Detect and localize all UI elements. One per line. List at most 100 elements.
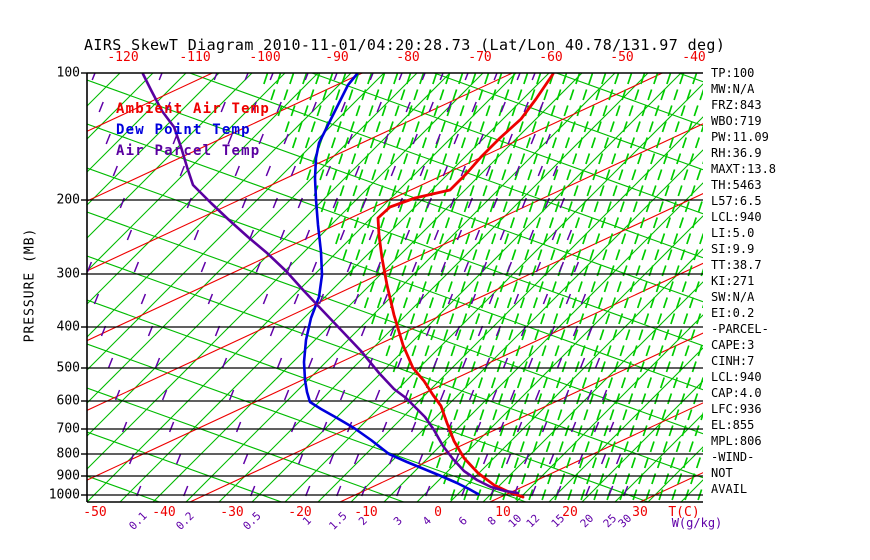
green-adiabat (554, 73, 703, 127)
purple-mixing-ratio-lines (87, 73, 629, 497)
mixing-ratio-unit-label: W(g/kg) (671, 516, 723, 530)
green-isopleth (87, 73, 220, 206)
red-isopleth (189, 262, 703, 502)
sounding-index-value: SW:N/A (711, 290, 755, 304)
pressure-tick-label: 800 (56, 446, 80, 462)
green-isopleth (218, 73, 649, 502)
top-temp-tick-label: -110 (179, 50, 211, 65)
sounding-index-value: L57:6.5 (711, 194, 762, 208)
temperature-unit-label: T(C) (668, 505, 700, 520)
pressure-tick-label: 400 (56, 319, 80, 335)
bottom-temp-tick-label: -10 (354, 505, 378, 520)
pressure-tick-label: 700 (56, 421, 80, 437)
sounding-index-value: MW:N/A (711, 82, 755, 96)
bottom-temp-tick-label: -30 (220, 505, 244, 520)
green-adiabat (87, 79, 703, 303)
green-isopleth (87, 73, 187, 173)
sounding-index-value: PW:11.09 (711, 130, 769, 144)
pressure-tick-label: 300 (56, 266, 80, 282)
top-temp-tick-label: -100 (249, 50, 281, 65)
green-adiabat (432, 73, 703, 171)
sounding-index-value: CINH:7 (711, 354, 755, 368)
top-temp-tick-label: -80 (396, 50, 420, 65)
green-isopleth (185, 73, 616, 502)
bottom-temp-tick-label: -50 (83, 505, 107, 520)
bottom-temp-tick-label: 10 (495, 505, 511, 520)
green-isopleth (383, 182, 703, 502)
pressure-tick-label: 600 (56, 393, 80, 409)
sounding-index-value: MPL:806 (711, 434, 762, 448)
green-isopleth (87, 73, 385, 371)
green-adiabat (87, 387, 406, 502)
sounding-index-value: LFC:936 (711, 402, 762, 416)
green-isopleth (87, 73, 88, 74)
pressure-axis-title: PRESSURE (MB) (22, 227, 38, 343)
sounding-index-value: KI:271 (711, 274, 755, 288)
green-adiabat (188, 73, 703, 259)
sounding-index-value: EL:855 (711, 418, 755, 432)
sounding-index-value: FRZ:843 (711, 98, 762, 112)
bottom-temp-tick-label: 0 (434, 505, 442, 520)
sounding-indices-panel: TP:100 MW:N/A FRZ:843 WBO:719 PW:11.09 RH:36.… (711, 65, 776, 497)
red-isopleth (87, 73, 663, 342)
bottom-temp-tick-label: 30 (632, 505, 648, 520)
green-isopleth (350, 149, 703, 502)
pressure-tick-label: 200 (56, 192, 80, 208)
sounding-index-value: LCL:940 (711, 210, 762, 224)
green-isopleth (87, 73, 319, 305)
sounding-index-value: SI:9.9 (711, 242, 755, 256)
ambient-temp-curve (376, 73, 555, 499)
air-parcel-curve (141, 73, 520, 495)
sounding-index-value: MAXT:13.8 (711, 162, 777, 176)
top-temp-tick-label: -60 (539, 50, 563, 65)
green-isopleth (548, 347, 703, 502)
dew-point-curve (302, 73, 480, 496)
sounding-index-value: LCL:940 (711, 370, 762, 384)
top-temp-tick-label: -40 (682, 50, 706, 65)
top-temp-tick-label: -90 (325, 50, 349, 65)
green-adiabat (87, 299, 650, 502)
green-adiabat (87, 167, 703, 391)
sounding-index-value: TH:5463 (711, 178, 762, 192)
green-isopleth (251, 73, 682, 502)
red-isopleth (87, 73, 363, 202)
sounding-index-value: CAPE:3 (711, 338, 755, 352)
red-isopleth (489, 402, 703, 502)
sounding-index-value: EI:0.2 (711, 306, 755, 320)
sounding-index-value: TP:100 (711, 66, 755, 80)
top-temp-tick-label: -50 (610, 50, 634, 65)
green-isopleth (119, 73, 550, 502)
green-isopleth (449, 248, 703, 502)
legend-ambient-air-temp: Ambient Air Temp (116, 101, 271, 117)
bottom-temp-tick-label: 20 (562, 505, 578, 520)
sounding-index-value: NOT (711, 466, 733, 480)
top-temp-tick-label: -120 (107, 50, 139, 65)
sounding-index-value: AVAIL (711, 482, 748, 496)
chart-title: AIRS SkewT Diagram 2010-11-01/04:20:28.7… (84, 36, 726, 54)
green-isopleth (87, 73, 451, 437)
pressure-tick-label: 500 (56, 360, 80, 376)
green-adiabat (87, 343, 528, 502)
green-isopleth (614, 413, 703, 502)
green-isopleth (515, 314, 703, 502)
green-isopleth (87, 73, 286, 272)
red-isopleth (339, 332, 703, 502)
green-adiabat (87, 123, 703, 347)
green-isopleth (87, 73, 352, 338)
green-isopleth (317, 116, 703, 502)
pressure-tick-label: 100 (56, 65, 80, 81)
top-temp-tick-label: -70 (468, 50, 492, 65)
sounding-index-value: RH:36.9 (711, 146, 762, 160)
green-adiabat (310, 73, 703, 215)
red-isopleth (87, 73, 513, 272)
sounding-index-value: -WIND- (711, 450, 755, 464)
green-adiabat (87, 431, 284, 502)
sounding-index-value: TT:38.7 (711, 258, 762, 272)
pressure-tick-label: 1000 (48, 487, 80, 503)
legend-dew-point-temp: Dew Point Temp (116, 122, 251, 138)
green-isopleth (581, 380, 703, 502)
sounding-index-value: WBO:719 (711, 114, 762, 128)
